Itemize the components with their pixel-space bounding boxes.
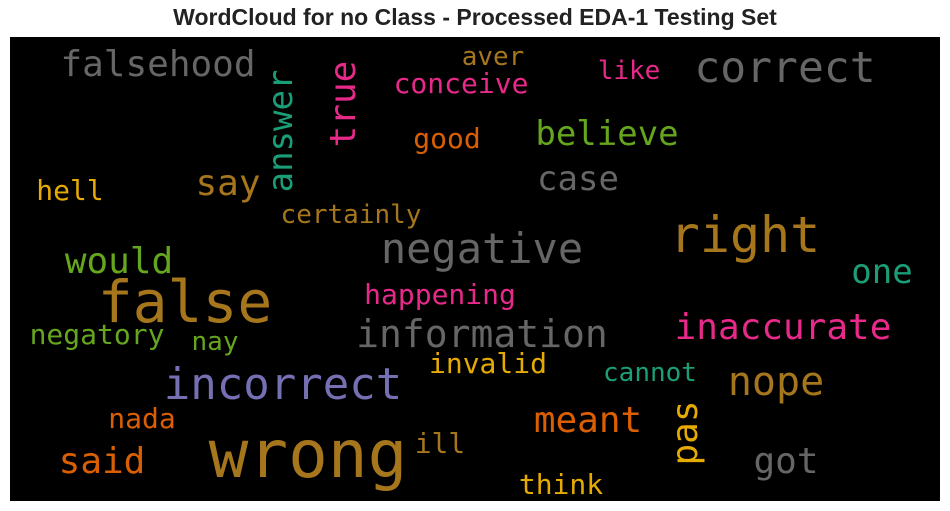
word-negative: negative [381, 224, 583, 273]
word-nada: nada [108, 402, 175, 435]
word-aver: aver [462, 42, 525, 72]
word-falsehood: falsehood [60, 44, 255, 85]
word-like: like [598, 56, 661, 86]
word-certainly: certainly [281, 200, 422, 230]
word-pas: pas [665, 400, 706, 465]
word-happening: happening [364, 278, 516, 311]
word-say: say [195, 163, 260, 204]
word-answer: answer [261, 70, 301, 193]
word-conceive: conceive [394, 67, 529, 100]
word-meant: meant [534, 400, 642, 441]
word-good: good [413, 122, 480, 155]
wordcloud-canvas: wrong false incorrect right negative correct i… [10, 37, 940, 501]
word-believe: believe [535, 114, 678, 154]
word-got: got [753, 441, 818, 482]
word-information: information [356, 312, 608, 356]
word-hell: hell [36, 174, 103, 207]
word-inaccurate: inaccurate [675, 307, 892, 348]
wordcloud-words: wrong false incorrect right negative correct i… [30, 42, 913, 501]
word-wrong: wrong [209, 416, 408, 493]
word-case: case [537, 159, 619, 199]
word-false: false [98, 268, 273, 336]
word-right: right [670, 206, 821, 264]
word-invalid: invalid [429, 347, 547, 380]
chart-title: WordCloud for no Class - Processed EDA-1… [173, 4, 777, 30]
word-nope: nope [728, 359, 824, 405]
word-one: one [851, 252, 912, 292]
word-incorrect: incorrect [164, 359, 402, 410]
word-think: think [519, 468, 603, 501]
wordcloud-background [10, 37, 940, 501]
word-true: true [323, 61, 364, 148]
word-correct: correct [694, 43, 875, 93]
word-said: said [59, 441, 146, 482]
word-cannot: cannot [603, 358, 697, 388]
word-nay: nay [192, 327, 239, 357]
word-negatory: negatory [30, 318, 165, 351]
word-would: would [65, 241, 173, 282]
word-ill: ill [415, 427, 466, 460]
